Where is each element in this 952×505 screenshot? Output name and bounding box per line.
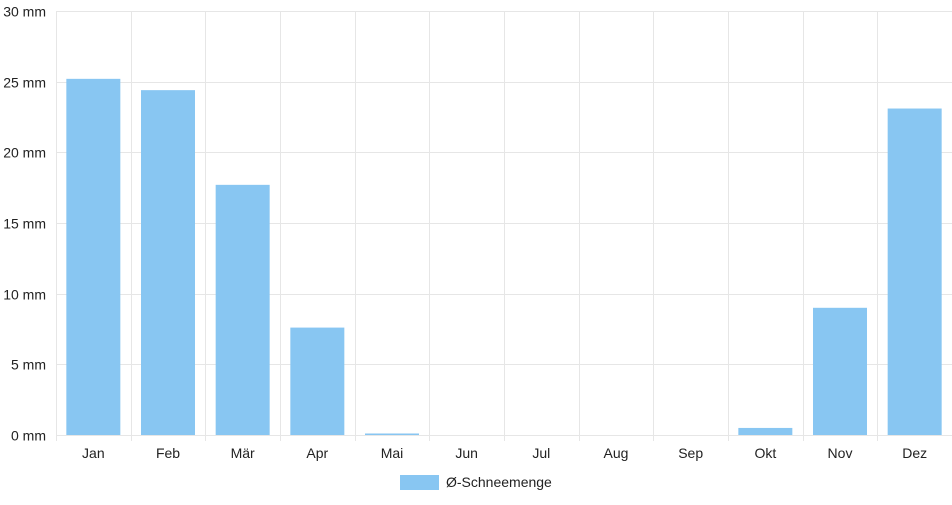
x-tick-label: Jan xyxy=(82,445,105,461)
bars-layer xyxy=(66,78,942,436)
x-tick-label: Dez xyxy=(902,445,927,461)
y-tick-label: 0 mm xyxy=(11,428,46,444)
bar-apr[interactable] xyxy=(290,327,345,435)
bar-okt[interactable] xyxy=(738,427,793,435)
y-tick-label: 5 mm xyxy=(11,357,46,373)
y-tick-label: 20 mm xyxy=(3,145,46,161)
bar-mai[interactable] xyxy=(365,433,419,436)
x-tick-label: Mär xyxy=(231,445,255,461)
x-tick-label: Aug xyxy=(604,445,629,461)
legend-label[interactable]: Ø-Schneemenge xyxy=(446,474,552,490)
x-tick-label: Sep xyxy=(678,445,703,461)
legend-swatch[interactable] xyxy=(400,475,439,490)
x-tick-label: Apr xyxy=(306,445,328,461)
y-tick-label: 25 mm xyxy=(3,75,46,91)
bar-mär[interactable] xyxy=(215,184,270,435)
y-tick-label: 15 mm xyxy=(3,216,46,232)
x-axis-labels: Jan Feb Mär Apr Mai Jun Jul Aug Sep Okt Nov Dez xyxy=(82,445,927,461)
bar-dez[interactable] xyxy=(887,108,942,436)
bar-jan[interactable] xyxy=(66,78,121,435)
x-tick-label: Jul xyxy=(532,445,550,461)
legend[interactable]: Ø-Schneemenge xyxy=(400,474,552,490)
y-tick-label: 10 mm xyxy=(3,287,46,303)
bar-nov[interactable] xyxy=(813,307,867,435)
bar-feb[interactable] xyxy=(141,90,195,435)
y-axis-labels: 0 mm 5 mm 10 mm 15 mm 20 mm 25 mm 30 mm xyxy=(3,4,46,444)
x-tick-label: Mai xyxy=(381,445,404,461)
x-tick-label: Nov xyxy=(828,445,853,461)
grid-layer xyxy=(56,11,952,441)
y-tick-label: 30 mm xyxy=(3,4,46,20)
x-tick-label: Jun xyxy=(455,445,478,461)
x-tick-label: Feb xyxy=(156,445,180,461)
x-tick-label: Okt xyxy=(754,445,776,461)
